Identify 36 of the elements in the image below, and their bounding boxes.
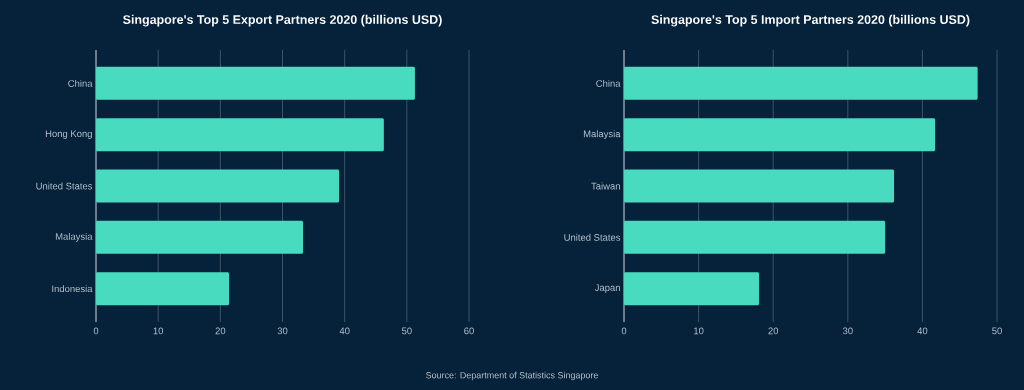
y-tick-label: Japan: [594, 284, 620, 293]
bar: [96, 169, 340, 203]
y-tick-label: Malaysia: [55, 232, 93, 242]
x-tick-label: 0: [621, 327, 627, 335]
bar: [624, 272, 760, 306]
y-tick-label: Taiwan: [591, 182, 620, 190]
y-tick-label: China: [68, 79, 93, 87]
x-tick-label: 50: [401, 327, 412, 335]
chart-title: Singapore's Top 5 Export Partners 2020 (billions USD): [123, 14, 442, 27]
y-tick-label: China: [596, 79, 621, 87]
bar: [624, 66, 978, 100]
bar: [624, 220, 886, 254]
x-tick-label: 10: [694, 327, 704, 335]
x-tick-label: 40: [339, 327, 350, 335]
x-tick-label: 60: [464, 327, 474, 335]
source-note: Source: Department of Statistics Singapore: [426, 371, 598, 381]
bar: [96, 220, 304, 254]
x-tick-label: 40: [917, 327, 928, 335]
chart-title: Singapore's Top 5 Import Partners 2020 (billions USD): [651, 14, 970, 27]
bar: [96, 272, 230, 306]
x-tick-label: 50: [992, 327, 1002, 335]
y-tick-label: United States: [564, 233, 621, 241]
y-tick-label: Malaysia: [583, 130, 621, 140]
y-tick-label: Hong Kong: [45, 130, 92, 139]
x-tick-label: 30: [842, 327, 853, 335]
x-tick-label: 20: [768, 327, 779, 335]
bar: [624, 118, 936, 152]
x-tick-label: 30: [277, 327, 288, 335]
bar: [624, 169, 895, 203]
x-tick-label: 0: [93, 327, 99, 335]
y-tick-label: United States: [36, 182, 93, 190]
bar: [96, 118, 384, 152]
x-tick-label: 20: [215, 327, 226, 335]
bar: [96, 66, 415, 100]
x-tick-label: 10: [153, 327, 164, 335]
y-tick-label: Indonesia: [52, 285, 93, 293]
